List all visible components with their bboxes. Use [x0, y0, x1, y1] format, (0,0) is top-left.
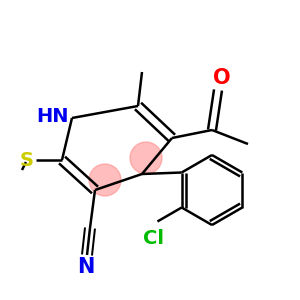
Circle shape: [89, 164, 121, 196]
Text: Cl: Cl: [143, 230, 164, 248]
Text: S: S: [20, 151, 34, 169]
Circle shape: [130, 142, 162, 174]
Text: HN: HN: [37, 107, 69, 127]
Text: O: O: [213, 68, 231, 88]
Text: N: N: [77, 257, 95, 277]
